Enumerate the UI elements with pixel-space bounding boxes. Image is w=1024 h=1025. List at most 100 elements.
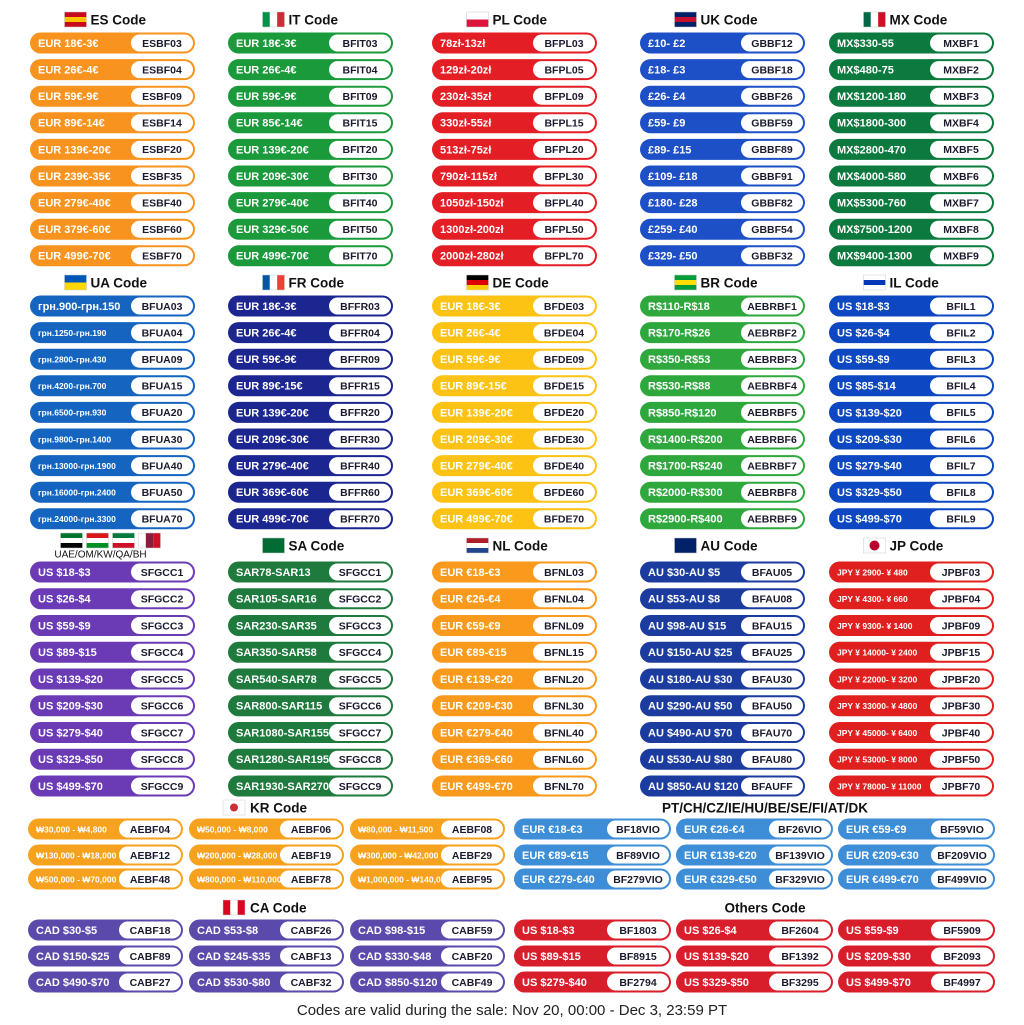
code-box [533,167,595,185]
section-title: KR Code [250,801,307,816]
coupon-code: SFGCC9 [141,781,184,793]
code-box [741,750,803,768]
discount-label: ₩300,000 - ₩42,000 [358,850,439,860]
discount-label: US $139-$20 [837,407,902,419]
code-box [930,247,992,265]
discount-label: EUR 18€-3€ [440,301,501,313]
code-box [533,457,595,475]
discount-label: грн.4200-грн.700 [38,381,107,391]
flag-border [863,11,886,28]
discount-label: грн.1250-грн.190 [38,328,107,338]
discount-label: 790zł-115zł [440,171,497,183]
coupon-code: CABF49 [452,977,493,989]
coupon-code: BFIL2 [946,327,975,339]
flag-border [60,532,83,549]
code-box [131,643,193,661]
code-box [741,377,803,395]
coupon-code: BFIL5 [946,407,975,419]
code-box [329,87,391,105]
code-box [329,590,391,608]
discount-label: EUR €209-€30 [440,701,513,713]
code-box [131,167,193,185]
code-box [131,457,193,475]
coupon-code: BFPL50 [544,224,583,236]
code-box [930,220,992,238]
discount-label: EUR €59-€9 [846,824,907,836]
discount-label: AU $290-AU $50 [648,701,732,713]
discount-label: US $59-$9 [38,620,91,632]
coupon-code: SFGCC6 [339,701,382,713]
code-box [329,697,391,715]
flag-stripe [64,22,87,27]
discount-label: EUR 499€-70€ [236,514,309,526]
discount-label: US $139-$20 [38,674,103,686]
coupon-code: BFIT40 [342,197,377,209]
discount-label: ₩30,000 - ₩4,800 [36,824,107,834]
flag-border [262,274,285,291]
code-box [329,297,391,315]
code-box [741,563,803,581]
code-box [769,870,831,888]
coupon-code: BFIT15 [342,118,377,130]
flag-border [262,537,285,554]
code-box [119,973,181,991]
coupon-code: AEBRBF6 [747,434,797,446]
code-box [131,350,193,368]
discount-label: AU $30-AU $5 [648,567,720,579]
code-box [769,820,831,838]
code-box [280,870,342,888]
coupon-code: SFGCC4 [141,647,184,659]
coupon-code: BFPL15 [544,118,583,130]
coupon-code: CABF18 [130,925,171,937]
code-box [741,297,803,315]
code-box [769,921,831,939]
code-box [441,820,503,838]
discount-label: 2000zł-280zł [440,251,504,263]
discount-label: R$110-R$18 [648,301,710,313]
discount-label: EUR €139-€20 [440,674,513,686]
flag-border [86,532,109,549]
coupon-code: BFIL9 [946,514,975,526]
coupon-code: BF2794 [619,977,657,989]
flag-stripe [269,12,278,27]
section-title: PT/CH/CZ/IE/HU/BE/SE/FI/AT/DK [662,801,868,816]
discount-label: CAD $30-$5 [36,925,97,937]
flag-border [222,899,246,916]
discount-label: US $59-$9 [837,354,890,366]
code-box [741,140,803,158]
coupon-code: BF329VIO [775,874,825,886]
coupon-code: MXBF6 [943,171,979,183]
code-box [119,921,181,939]
flag-stripe [86,533,109,538]
coupon-code: BFFR30 [340,434,380,446]
discount-label: R$2000-R$300 [648,487,723,499]
coupon-code: BFIL6 [946,434,975,446]
flag-stripe [145,533,154,548]
discount-label: US $18-$3 [522,925,575,937]
flag-stripe [466,543,489,548]
flag-stripe [112,543,135,548]
code-box [741,510,803,528]
code-box [931,921,993,939]
coupon-code: ESBF20 [142,144,182,156]
flag-stripe [112,538,135,543]
code-box [741,114,803,132]
discount-label: EUR €89-€15 [522,850,589,862]
code-box [930,750,992,768]
flag-border [466,274,489,291]
coupon-code: GBBF91 [751,171,793,183]
coupon-code: BFUA20 [142,407,183,419]
flag-border [262,11,285,28]
discount-label: US $59-$9 [846,925,899,937]
code-box [930,167,992,185]
section-title: ES Code [91,13,147,28]
discount-label: JPY ¥ 78000- ¥ 11000 [837,781,922,791]
code-box [329,247,391,265]
code-box [329,617,391,634]
coupon-code: SFGCC8 [339,754,382,766]
discount-label: EUR 18€-3€ [236,301,297,313]
discount-label: EUR 379€-60€ [38,224,111,236]
flag-stripe [262,275,270,290]
coupon-code: AEBF08 [452,824,492,836]
